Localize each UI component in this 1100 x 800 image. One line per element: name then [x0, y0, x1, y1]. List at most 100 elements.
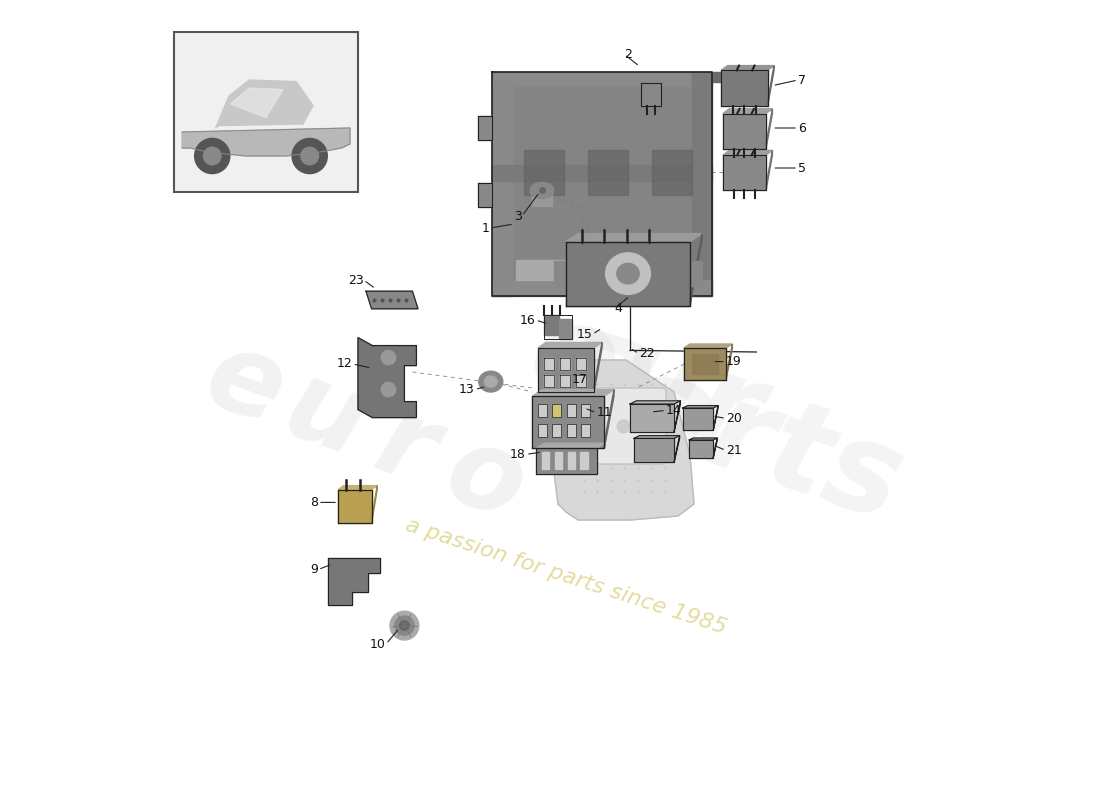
Bar: [174, 32, 358, 192]
Text: 3: 3: [514, 210, 522, 222]
Bar: [538, 424, 547, 437]
Polygon shape: [532, 390, 614, 396]
Bar: [566, 424, 575, 437]
Polygon shape: [692, 72, 713, 296]
Text: Parts: Parts: [535, 318, 917, 546]
Text: 6: 6: [798, 122, 806, 134]
Polygon shape: [358, 338, 417, 418]
Polygon shape: [544, 358, 554, 370]
Polygon shape: [576, 375, 586, 387]
Text: eur: eur: [516, 290, 777, 478]
Polygon shape: [559, 319, 572, 339]
Polygon shape: [544, 315, 559, 335]
Polygon shape: [338, 490, 372, 523]
Text: 1: 1: [482, 222, 490, 234]
Polygon shape: [182, 128, 350, 156]
Polygon shape: [554, 261, 566, 286]
Polygon shape: [328, 558, 380, 605]
Text: 16: 16: [520, 314, 536, 326]
Polygon shape: [493, 165, 713, 181]
Polygon shape: [478, 183, 493, 207]
Polygon shape: [478, 116, 493, 140]
Polygon shape: [594, 342, 602, 392]
Text: 14: 14: [666, 404, 682, 417]
Text: 8: 8: [310, 496, 318, 509]
Polygon shape: [766, 150, 772, 190]
Polygon shape: [493, 72, 513, 296]
Circle shape: [293, 138, 328, 174]
Text: u: u: [271, 352, 382, 480]
Text: e: e: [192, 321, 299, 447]
Polygon shape: [674, 401, 681, 432]
Polygon shape: [566, 234, 702, 242]
Bar: [581, 424, 590, 437]
Text: 5: 5: [798, 162, 806, 174]
Circle shape: [395, 616, 414, 635]
Polygon shape: [581, 452, 587, 469]
Bar: [538, 404, 547, 417]
Polygon shape: [722, 66, 774, 70]
Polygon shape: [372, 486, 377, 523]
Polygon shape: [231, 88, 283, 118]
Polygon shape: [690, 438, 717, 440]
Text: 23: 23: [348, 274, 364, 286]
Polygon shape: [723, 150, 772, 155]
Text: 9: 9: [310, 563, 318, 576]
Text: 22: 22: [639, 347, 654, 360]
Polygon shape: [532, 190, 551, 206]
Polygon shape: [634, 438, 674, 462]
Polygon shape: [766, 109, 772, 149]
Polygon shape: [692, 354, 718, 374]
Text: 7: 7: [798, 74, 806, 86]
Polygon shape: [652, 150, 692, 195]
Polygon shape: [537, 443, 605, 448]
Polygon shape: [525, 150, 564, 195]
Polygon shape: [683, 406, 718, 408]
Polygon shape: [544, 375, 554, 387]
Circle shape: [390, 611, 419, 640]
Polygon shape: [722, 70, 768, 106]
Polygon shape: [713, 72, 721, 82]
Polygon shape: [566, 242, 690, 306]
Polygon shape: [604, 390, 614, 448]
Text: 15: 15: [576, 328, 593, 341]
Polygon shape: [576, 358, 586, 370]
Polygon shape: [588, 150, 628, 195]
Circle shape: [382, 382, 396, 397]
Polygon shape: [538, 342, 602, 348]
Bar: [552, 404, 561, 417]
Polygon shape: [690, 440, 713, 458]
Polygon shape: [554, 452, 562, 469]
Circle shape: [617, 420, 630, 433]
Polygon shape: [723, 155, 766, 190]
Polygon shape: [713, 438, 717, 458]
Text: 10: 10: [370, 638, 386, 650]
Polygon shape: [493, 280, 713, 296]
Polygon shape: [768, 66, 774, 106]
FancyBboxPatch shape: [578, 388, 666, 464]
Polygon shape: [550, 360, 694, 520]
Text: r: r: [362, 388, 450, 508]
Text: 2: 2: [625, 48, 632, 61]
Polygon shape: [568, 452, 575, 469]
Text: 18: 18: [510, 448, 526, 461]
Polygon shape: [683, 344, 733, 348]
Circle shape: [399, 621, 409, 630]
Polygon shape: [641, 83, 661, 106]
Polygon shape: [338, 486, 377, 490]
Text: 19: 19: [726, 355, 741, 368]
Ellipse shape: [606, 253, 650, 294]
Polygon shape: [630, 404, 674, 432]
Polygon shape: [723, 109, 772, 114]
Text: 11: 11: [596, 406, 613, 419]
Text: 13: 13: [459, 383, 475, 396]
Ellipse shape: [617, 263, 639, 284]
Polygon shape: [726, 344, 733, 380]
Polygon shape: [560, 358, 570, 370]
Ellipse shape: [530, 182, 554, 198]
Text: 21: 21: [726, 444, 741, 457]
Polygon shape: [542, 452, 549, 469]
Polygon shape: [500, 80, 696, 288]
Ellipse shape: [478, 371, 503, 392]
Polygon shape: [683, 408, 713, 430]
